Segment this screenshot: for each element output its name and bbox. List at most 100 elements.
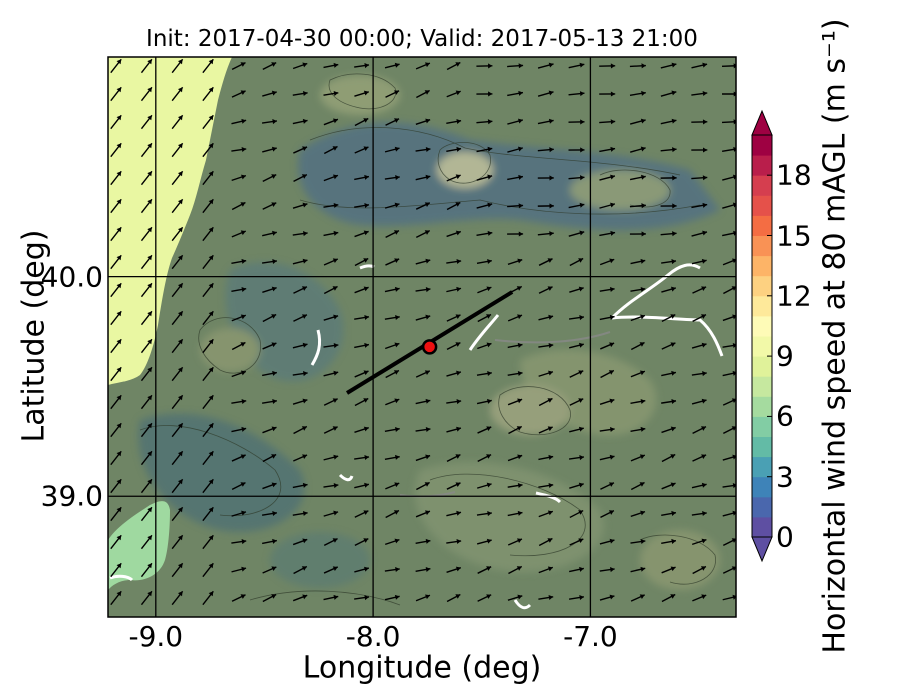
wind-arrow (231, 370, 247, 378)
wind-arrow (110, 506, 122, 522)
wind-arrow-head (609, 594, 615, 600)
wind-arrow-head (302, 538, 308, 544)
wind-arrow (476, 146, 493, 153)
wind-arrow-head (272, 230, 277, 236)
wind-arrow (630, 539, 646, 545)
wind-arrow-head (455, 342, 461, 347)
wind-arrow (231, 481, 246, 491)
wind-arrow-head (488, 91, 493, 97)
wind-arrow-head (116, 143, 122, 149)
wind-arrow (110, 142, 122, 158)
wind-arrow-head (579, 594, 584, 601)
wind-arrow-head (301, 286, 307, 291)
wind-arrow (446, 90, 461, 98)
wind-arrow-head (702, 371, 707, 377)
wind-arrow (446, 399, 462, 405)
wind-arrow-head (394, 90, 400, 95)
wind-arrow-head (303, 371, 308, 377)
wind-arrow (507, 538, 523, 546)
wind-arrow (171, 338, 184, 354)
wind-arrow-head (116, 339, 122, 345)
wind-arrow-head (640, 286, 646, 293)
wind-arrow (538, 258, 553, 266)
wind-arrow (446, 174, 461, 182)
wind-arrow (202, 142, 214, 158)
wind-arrow-head (732, 370, 736, 376)
wind-arrow (568, 315, 585, 321)
wind-arrow (722, 483, 736, 489)
wind-arrow-head (147, 171, 152, 177)
wind-arrow (537, 203, 554, 209)
wind-arrow (476, 398, 492, 405)
wind-arrow-head (208, 59, 214, 65)
wind-arrow-head (241, 539, 247, 545)
wind-arrow (231, 566, 247, 573)
wind-arrow-head (208, 255, 214, 261)
wind-arrow-head (548, 90, 554, 96)
wind-arrow-head (147, 479, 152, 485)
wind-arrow-head (547, 286, 553, 291)
wind-arrow (568, 147, 585, 153)
wind-arrow (599, 258, 615, 266)
wind-arrow (569, 286, 584, 293)
wind-arrow-head (147, 59, 152, 65)
wind-arrow (292, 62, 308, 70)
wind-arrow-head (208, 339, 214, 345)
wind-arrow-head (363, 146, 369, 152)
wind-arrow-head (641, 90, 646, 96)
wind-arrow (569, 509, 584, 519)
wind-arrow (292, 398, 308, 405)
wind-arrow (507, 203, 524, 209)
wind-arrow-head (731, 566, 736, 571)
wind-arrow (630, 341, 645, 351)
wind-arrow (722, 566, 736, 574)
wind-arrow (691, 538, 707, 546)
wind-arrow-head (208, 395, 214, 401)
wind-arrow-head (394, 62, 400, 68)
wind-arrow (538, 314, 554, 321)
wind-arrow-head (424, 62, 430, 68)
wind-arrow-head (487, 370, 492, 377)
wind-arrow-head (240, 62, 246, 67)
wind-arrow (231, 201, 246, 211)
wind-arrow (507, 398, 523, 406)
wind-arrow-head (608, 370, 614, 375)
wind-arrow-head (301, 426, 307, 431)
wind-arrow-head (701, 594, 707, 600)
wind-arrow-head (610, 230, 616, 236)
wind-arrow (446, 118, 462, 124)
wind-arrow (323, 594, 339, 601)
wind-arrow (110, 254, 122, 270)
wind-arrow (354, 538, 369, 546)
wind-arrow (661, 313, 676, 323)
wind-arrow-head (640, 539, 646, 545)
colorbar-swatch (752, 496, 772, 518)
colorbar-swatch (752, 295, 772, 317)
wind-arrow (202, 114, 214, 130)
wind-arrow (476, 174, 493, 181)
wind-arrow (140, 58, 153, 74)
wind-arrow-head (701, 426, 707, 431)
wind-arrow-head (393, 370, 399, 375)
wind-arrow-head (517, 398, 523, 404)
wind-arrow (231, 118, 247, 125)
wind-arrow (171, 310, 184, 326)
wind-arrow-head (177, 59, 183, 65)
wind-arrow-head (455, 62, 461, 67)
wind-arrow-head (732, 483, 736, 489)
wind-arrow-head (517, 370, 523, 376)
wind-arrow (599, 538, 615, 545)
wind-arrow (446, 482, 461, 490)
wind-arrow (231, 454, 246, 462)
wind-arrow-head (364, 202, 370, 209)
wind-arrow-head (177, 115, 183, 121)
wind-arrow-head (639, 454, 645, 460)
wind-arrow-head (271, 342, 277, 348)
wind-arrow-head (610, 174, 615, 180)
wind-arrow-head (548, 370, 553, 376)
wind-arrow (292, 371, 308, 377)
colorbar-tick-label: 0 (776, 520, 794, 554)
wind-arrow (537, 147, 554, 153)
wind-arrow (691, 258, 707, 265)
colorbar (751, 109, 773, 563)
